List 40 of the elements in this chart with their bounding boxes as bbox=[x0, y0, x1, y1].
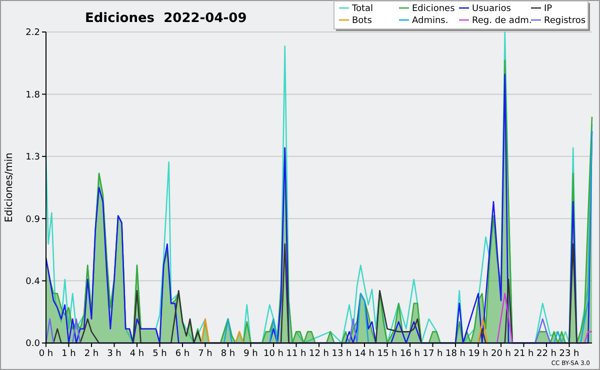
x-tick-label: 7 h bbox=[198, 349, 212, 359]
x-tick-label: 9 h bbox=[244, 349, 258, 359]
x-tick-label: 10 h bbox=[263, 349, 284, 359]
x-tick-label: 4 h bbox=[130, 349, 144, 359]
y-tick-label: 1.8 bbox=[26, 90, 40, 100]
x-tick-label: 22 h bbox=[536, 349, 557, 359]
legend-label: Ediciones bbox=[412, 4, 456, 14]
x-tick-label: 6 h bbox=[175, 349, 190, 359]
y-tick-label: 0.9 bbox=[26, 214, 40, 225]
x-tick-label: 0 h bbox=[38, 349, 54, 359]
x-tick-label: 15 h bbox=[377, 349, 398, 359]
y-axis-title: Ediciones/min bbox=[4, 152, 15, 222]
legend-label: IP bbox=[544, 4, 553, 14]
x-tick-label: 16 h bbox=[400, 349, 420, 359]
x-tick-label: 2 h bbox=[84, 349, 99, 359]
y-tick-label: 0.0 bbox=[26, 339, 40, 350]
legend-label: Admins. bbox=[412, 16, 448, 26]
x-tick-label: 20 h bbox=[490, 349, 512, 359]
x-tick-label: 18 h bbox=[445, 349, 466, 359]
x-tick-label: 21 h bbox=[514, 349, 534, 359]
y-tick-label: 0.4 bbox=[26, 276, 40, 287]
y-tick-label: 1.3 bbox=[26, 152, 40, 163]
x-tick-label: 19 h bbox=[468, 349, 488, 359]
x-tick-label: 17 h bbox=[422, 349, 443, 359]
x-tick-label: 8 h bbox=[220, 349, 236, 359]
x-tick-label: 14 h bbox=[354, 349, 375, 359]
legend-label: Registros bbox=[544, 16, 586, 26]
x-tick-label: 3 h bbox=[107, 349, 122, 359]
y-tick-label: 2.2 bbox=[26, 28, 40, 38]
legend-label: Usuarios bbox=[472, 4, 512, 14]
x-tick-label: 23 h bbox=[559, 349, 580, 359]
x-tick-label: 5 h bbox=[152, 349, 167, 359]
x-tick-label: 13 h bbox=[332, 349, 352, 359]
legend-label: Total bbox=[351, 4, 374, 14]
x-tick-label: 1 h bbox=[62, 349, 76, 359]
legend-label: Reg. de adm. bbox=[472, 16, 532, 26]
chart-title: Ediciones 2022-04-09 bbox=[85, 11, 247, 26]
x-tick-label: 12 h bbox=[308, 349, 330, 359]
legend-label: Bots bbox=[352, 16, 372, 26]
x-tick-label: 11 h bbox=[286, 349, 306, 359]
